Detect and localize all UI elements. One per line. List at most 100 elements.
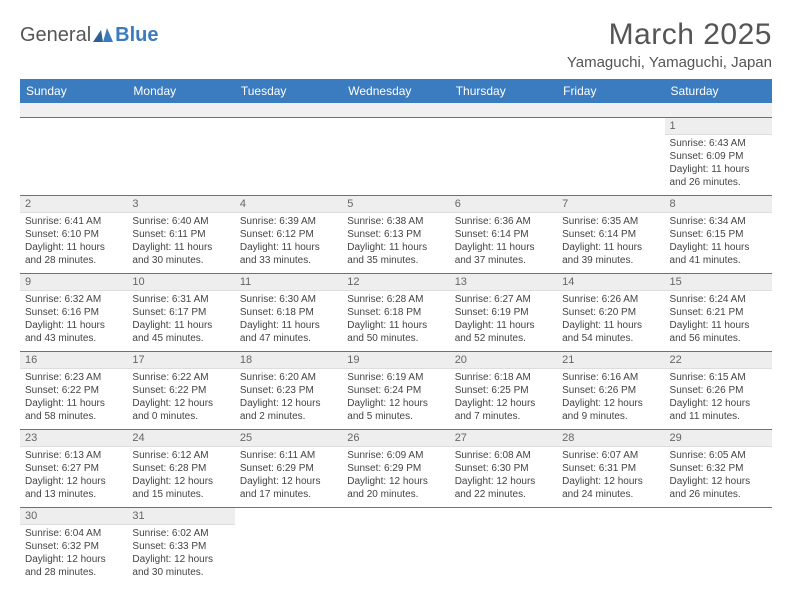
day-number: 11: [235, 274, 342, 291]
weekday-header: Tuesday: [235, 79, 342, 103]
day-cell: 25Sunrise: 6:11 AMSunset: 6:29 PMDayligh…: [235, 429, 342, 507]
day-cell: 12Sunrise: 6:28 AMSunset: 6:18 PMDayligh…: [342, 273, 449, 351]
day-detail: Sunrise: 6:39 AMSunset: 6:12 PMDaylight:…: [235, 213, 342, 270]
day-cell: [450, 117, 557, 195]
day-number: 24: [127, 430, 234, 447]
day-number: 22: [665, 352, 772, 369]
day-cell: [342, 507, 449, 585]
day-number: 29: [665, 430, 772, 447]
day-cell: [342, 117, 449, 195]
day-cell: 28Sunrise: 6:07 AMSunset: 6:31 PMDayligh…: [557, 429, 664, 507]
day-detail: Sunrise: 6:34 AMSunset: 6:15 PMDaylight:…: [665, 213, 772, 270]
day-cell: 16Sunrise: 6:23 AMSunset: 6:22 PMDayligh…: [20, 351, 127, 429]
day-detail: Sunrise: 6:11 AMSunset: 6:29 PMDaylight:…: [235, 447, 342, 504]
day-cell: 17Sunrise: 6:22 AMSunset: 6:22 PMDayligh…: [127, 351, 234, 429]
day-cell: 11Sunrise: 6:30 AMSunset: 6:18 PMDayligh…: [235, 273, 342, 351]
logo: General Blue: [20, 24, 159, 47]
day-cell: [557, 117, 664, 195]
day-number: 17: [127, 352, 234, 369]
day-cell: 27Sunrise: 6:08 AMSunset: 6:30 PMDayligh…: [450, 429, 557, 507]
day-cell: 5Sunrise: 6:38 AMSunset: 6:13 PMDaylight…: [342, 195, 449, 273]
day-cell: 18Sunrise: 6:20 AMSunset: 6:23 PMDayligh…: [235, 351, 342, 429]
day-cell: 1Sunrise: 6:43 AMSunset: 6:09 PMDaylight…: [665, 117, 772, 195]
day-number: 10: [127, 274, 234, 291]
weekday-header: Thursday: [450, 79, 557, 103]
day-number: 8: [665, 196, 772, 213]
day-cell: 26Sunrise: 6:09 AMSunset: 6:29 PMDayligh…: [342, 429, 449, 507]
day-detail: Sunrise: 6:41 AMSunset: 6:10 PMDaylight:…: [20, 213, 127, 270]
day-number: 25: [235, 430, 342, 447]
day-detail: Sunrise: 6:07 AMSunset: 6:31 PMDaylight:…: [557, 447, 664, 504]
weekday-header: Monday: [127, 79, 234, 103]
day-number: 14: [557, 274, 664, 291]
day-number: 23: [20, 430, 127, 447]
weekday-header: Sunday: [20, 79, 127, 103]
day-detail: Sunrise: 6:09 AMSunset: 6:29 PMDaylight:…: [342, 447, 449, 504]
day-number: 7: [557, 196, 664, 213]
day-number: 16: [20, 352, 127, 369]
day-number: 20: [450, 352, 557, 369]
day-cell: 9Sunrise: 6:32 AMSunset: 6:16 PMDaylight…: [20, 273, 127, 351]
week-row: 2Sunrise: 6:41 AMSunset: 6:10 PMDaylight…: [20, 195, 772, 273]
day-detail: Sunrise: 6:15 AMSunset: 6:26 PMDaylight:…: [665, 369, 772, 426]
week-row: 1Sunrise: 6:43 AMSunset: 6:09 PMDaylight…: [20, 117, 772, 195]
header: General Blue March 2025 Yamaguchi, Yamag…: [20, 18, 772, 71]
day-detail: Sunrise: 6:32 AMSunset: 6:16 PMDaylight:…: [20, 291, 127, 348]
day-cell: 13Sunrise: 6:27 AMSunset: 6:19 PMDayligh…: [450, 273, 557, 351]
day-cell: 19Sunrise: 6:19 AMSunset: 6:24 PMDayligh…: [342, 351, 449, 429]
day-cell: 14Sunrise: 6:26 AMSunset: 6:20 PMDayligh…: [557, 273, 664, 351]
day-cell: 29Sunrise: 6:05 AMSunset: 6:32 PMDayligh…: [665, 429, 772, 507]
day-number: 18: [235, 352, 342, 369]
day-detail: Sunrise: 6:12 AMSunset: 6:28 PMDaylight:…: [127, 447, 234, 504]
day-cell: 30Sunrise: 6:04 AMSunset: 6:32 PMDayligh…: [20, 507, 127, 585]
day-cell: 2Sunrise: 6:41 AMSunset: 6:10 PMDaylight…: [20, 195, 127, 273]
weekday-header: Friday: [557, 79, 664, 103]
day-cell: 31Sunrise: 6:02 AMSunset: 6:33 PMDayligh…: [127, 507, 234, 585]
day-number: 28: [557, 430, 664, 447]
day-detail: Sunrise: 6:43 AMSunset: 6:09 PMDaylight:…: [665, 135, 772, 192]
day-cell: 7Sunrise: 6:35 AMSunset: 6:14 PMDaylight…: [557, 195, 664, 273]
day-detail: Sunrise: 6:19 AMSunset: 6:24 PMDaylight:…: [342, 369, 449, 426]
day-number: 31: [127, 508, 234, 525]
day-number: 5: [342, 196, 449, 213]
day-number: 13: [450, 274, 557, 291]
day-number: 19: [342, 352, 449, 369]
day-number: 9: [20, 274, 127, 291]
title-block: March 2025 Yamaguchi, Yamaguchi, Japan: [567, 18, 772, 71]
day-detail: Sunrise: 6:23 AMSunset: 6:22 PMDaylight:…: [20, 369, 127, 426]
calendar-table: Sunday Monday Tuesday Wednesday Thursday…: [20, 79, 772, 585]
day-detail: Sunrise: 6:31 AMSunset: 6:17 PMDaylight:…: [127, 291, 234, 348]
day-cell: 4Sunrise: 6:39 AMSunset: 6:12 PMDaylight…: [235, 195, 342, 273]
day-number: 26: [342, 430, 449, 447]
day-cell: [557, 507, 664, 585]
day-cell: [20, 117, 127, 195]
day-cell: 10Sunrise: 6:31 AMSunset: 6:17 PMDayligh…: [127, 273, 234, 351]
day-cell: 8Sunrise: 6:34 AMSunset: 6:15 PMDaylight…: [665, 195, 772, 273]
logo-text-blue: Blue: [115, 24, 158, 47]
day-number: 6: [450, 196, 557, 213]
day-cell: 20Sunrise: 6:18 AMSunset: 6:25 PMDayligh…: [450, 351, 557, 429]
day-cell: [235, 507, 342, 585]
day-cell: [127, 117, 234, 195]
day-cell: 21Sunrise: 6:16 AMSunset: 6:26 PMDayligh…: [557, 351, 664, 429]
week-row: 23Sunrise: 6:13 AMSunset: 6:27 PMDayligh…: [20, 429, 772, 507]
week-row: 30Sunrise: 6:04 AMSunset: 6:32 PMDayligh…: [20, 507, 772, 585]
logo-mark-icon: [93, 28, 113, 42]
day-cell: [235, 117, 342, 195]
day-detail: Sunrise: 6:04 AMSunset: 6:32 PMDaylight:…: [20, 525, 127, 582]
day-cell: [450, 507, 557, 585]
spacer-row: [20, 103, 772, 117]
day-number: 12: [342, 274, 449, 291]
day-cell: 24Sunrise: 6:12 AMSunset: 6:28 PMDayligh…: [127, 429, 234, 507]
day-detail: Sunrise: 6:02 AMSunset: 6:33 PMDaylight:…: [127, 525, 234, 582]
day-detail: Sunrise: 6:13 AMSunset: 6:27 PMDaylight:…: [20, 447, 127, 504]
day-detail: Sunrise: 6:28 AMSunset: 6:18 PMDaylight:…: [342, 291, 449, 348]
day-detail: Sunrise: 6:27 AMSunset: 6:19 PMDaylight:…: [450, 291, 557, 348]
day-number: 27: [450, 430, 557, 447]
weekday-header: Saturday: [665, 79, 772, 103]
day-detail: Sunrise: 6:22 AMSunset: 6:22 PMDaylight:…: [127, 369, 234, 426]
day-number: 21: [557, 352, 664, 369]
day-detail: Sunrise: 6:08 AMSunset: 6:30 PMDaylight:…: [450, 447, 557, 504]
week-row: 9Sunrise: 6:32 AMSunset: 6:16 PMDaylight…: [20, 273, 772, 351]
day-number: 1: [665, 118, 772, 135]
